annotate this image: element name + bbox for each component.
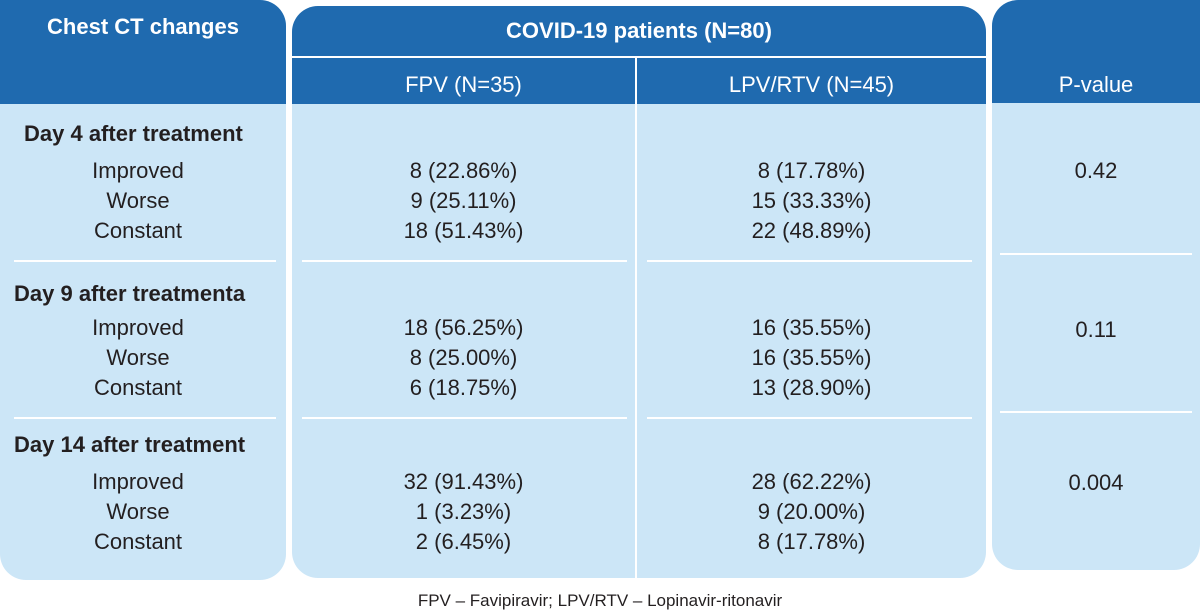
covid-group-header: COVID-19 patients (N=80) [506, 18, 772, 43]
lpv-cell: 28 (62.22%) [751, 469, 872, 494]
column-divider [635, 58, 637, 578]
fpv-cell: 8 (25.00%) [409, 345, 518, 370]
p-value-cell: 0.42 [1074, 158, 1118, 183]
row-label: Improved [92, 469, 184, 494]
row-label: Worse [106, 188, 170, 213]
footnote: FPV – Favipiravir; LPV/RTV – Lopinavir-r… [417, 591, 783, 610]
row-label: Constant [93, 529, 183, 554]
p-value-cell: 0.004 [1068, 470, 1124, 495]
row-label: Worse [106, 345, 170, 370]
chest-ct-header-fill [0, 0, 286, 104]
covid-patients-panel: COVID-19 patients (N=80) FPV (N=35) LPV/… [292, 6, 986, 578]
lpv-cell: 22 (48.89%) [751, 218, 872, 243]
header-divider [292, 56, 986, 58]
chest-ct-panel: Chest CT changes Chest CT changes Day 4 … [0, 0, 286, 580]
lpv-cell: 13 (28.90%) [751, 375, 872, 400]
group-divider [14, 417, 276, 419]
group-divider [302, 417, 627, 419]
p-value-header: P-value [1058, 72, 1134, 97]
group-divider [14, 260, 276, 262]
lpv-cell: 16 (35.55%) [751, 345, 872, 370]
covid-header-fill [292, 6, 986, 104]
p-value-header-fill [992, 0, 1200, 103]
fpv-cell: 6 (18.75%) [409, 375, 518, 400]
fpv-header: FPV (N=35) [405, 72, 522, 97]
fpv-cell: 18 (51.43%) [403, 218, 524, 243]
lpv-header: LPV/RTV (N=45) [728, 72, 895, 97]
row-label: Constant [93, 375, 183, 400]
fpv-cell: 1 (3.23%) [415, 499, 512, 524]
group-title: Day 14 after treatment [14, 432, 246, 457]
row-label: Improved [92, 315, 184, 340]
fpv-cell: 2 (6.45%) [415, 529, 512, 554]
group-divider [647, 260, 972, 262]
row-label: Constant [93, 218, 183, 243]
group-divider [647, 417, 972, 419]
group-title: Day 9 after treatmenta [14, 281, 246, 306]
fpv-cell: 9 (25.11%) [410, 188, 517, 213]
row-label: Improved [92, 158, 184, 183]
lpv-cell: 8 (17.78%) [757, 158, 866, 183]
fpv-cell: 8 (22.86%) [409, 158, 518, 183]
group-divider [1000, 411, 1192, 413]
lpv-cell: 15 (33.33%) [751, 188, 872, 213]
row-label: Worse [106, 499, 170, 524]
group-title: Day 4 after treatment [24, 121, 243, 146]
group-divider [1000, 253, 1192, 255]
fpv-cell: 18 (56.25%) [403, 315, 524, 340]
group-divider [302, 260, 627, 262]
lpv-cell: 16 (35.55%) [751, 315, 872, 340]
lpv-cell: 8 (17.78%) [757, 529, 866, 554]
chest-ct-header-text: Chest CT changes [47, 14, 239, 39]
p-value-panel: P-value 0.42 0.11 0.004 [992, 0, 1200, 570]
fpv-cell: 32 (91.43%) [403, 469, 524, 494]
p-value-cell: 0.11 [1075, 317, 1117, 342]
lpv-cell: 9 (20.00%) [757, 499, 866, 524]
